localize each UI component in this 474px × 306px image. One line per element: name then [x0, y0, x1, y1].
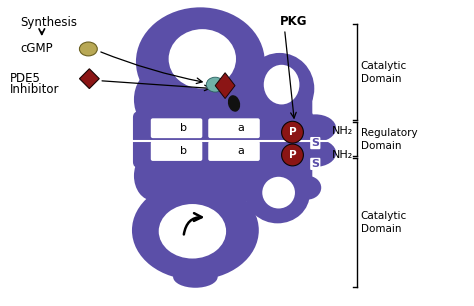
Text: Synthesis: Synthesis	[20, 16, 77, 29]
Polygon shape	[215, 73, 235, 99]
Text: S: S	[311, 138, 319, 148]
Text: PKG: PKG	[280, 15, 307, 28]
Text: S: S	[311, 159, 319, 169]
Text: P: P	[289, 150, 296, 160]
Ellipse shape	[134, 151, 172, 200]
Ellipse shape	[169, 29, 236, 89]
Text: b: b	[180, 146, 187, 156]
Text: Regulatory
Domain: Regulatory Domain	[361, 128, 418, 151]
Ellipse shape	[173, 266, 218, 288]
Ellipse shape	[228, 95, 240, 112]
Text: NH₂: NH₂	[332, 126, 354, 136]
Text: cGMP: cGMP	[20, 43, 53, 55]
Text: PDE5: PDE5	[10, 72, 41, 85]
Ellipse shape	[159, 204, 226, 259]
Text: Catalytic
Domain: Catalytic Domain	[361, 61, 407, 84]
FancyBboxPatch shape	[133, 134, 313, 168]
Text: Catalytic
Domain: Catalytic Domain	[361, 211, 407, 234]
Ellipse shape	[134, 72, 172, 127]
Ellipse shape	[246, 164, 310, 223]
Circle shape	[282, 144, 303, 166]
FancyBboxPatch shape	[146, 147, 312, 202]
Ellipse shape	[294, 114, 336, 142]
Ellipse shape	[293, 176, 321, 200]
Text: a: a	[237, 123, 245, 133]
Ellipse shape	[132, 181, 259, 280]
Ellipse shape	[294, 139, 336, 167]
Ellipse shape	[245, 53, 314, 124]
FancyBboxPatch shape	[146, 78, 312, 132]
Text: Inhibitor: Inhibitor	[10, 83, 60, 96]
Text: b: b	[180, 123, 187, 133]
Ellipse shape	[80, 42, 97, 56]
FancyBboxPatch shape	[151, 141, 202, 161]
FancyBboxPatch shape	[133, 111, 313, 145]
Text: NH₂: NH₂	[332, 150, 354, 160]
FancyBboxPatch shape	[208, 141, 260, 161]
Ellipse shape	[136, 7, 265, 116]
FancyBboxPatch shape	[151, 118, 202, 138]
Polygon shape	[80, 69, 99, 89]
Text: a: a	[237, 146, 245, 156]
Ellipse shape	[262, 177, 295, 208]
FancyBboxPatch shape	[208, 118, 260, 138]
Ellipse shape	[264, 65, 300, 104]
Text: P: P	[289, 127, 296, 137]
Circle shape	[282, 121, 303, 143]
Ellipse shape	[206, 77, 224, 92]
